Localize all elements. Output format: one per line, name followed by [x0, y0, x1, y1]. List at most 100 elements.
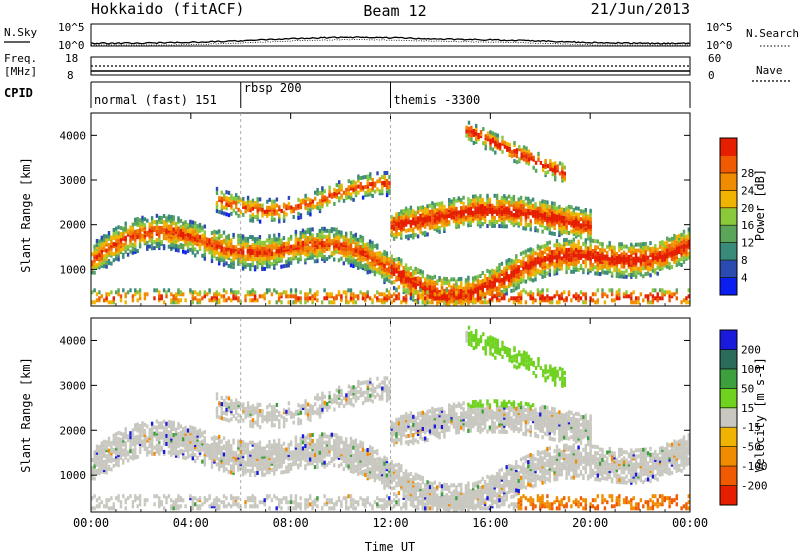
power-cell [390, 254, 393, 259]
power-cell [491, 274, 494, 279]
power-cell [551, 300, 554, 305]
power-cell [663, 263, 666, 268]
power-cell [213, 245, 216, 250]
power-cell [513, 143, 516, 148]
power-cell [352, 296, 355, 301]
power-cell [237, 207, 240, 212]
power-cell [491, 280, 494, 285]
power-cell [527, 276, 530, 281]
power-cell [366, 290, 369, 295]
power-cell [644, 294, 647, 299]
power-cell [383, 274, 386, 278]
power-cell [280, 246, 283, 251]
power-cell [491, 131, 495, 136]
power-cell [198, 290, 202, 295]
velocity-cell [194, 459, 197, 464]
power-cell [347, 288, 350, 293]
power-cell [572, 257, 575, 262]
power-cell [479, 194, 482, 199]
power-cell [136, 217, 139, 221]
freq-label: Freq. [4, 52, 37, 65]
power-cell [687, 300, 690, 305]
power-cell [634, 274, 638, 279]
power-cell [402, 270, 405, 274]
power-cell [369, 188, 372, 193]
power-cell [572, 227, 575, 232]
power-cell [642, 242, 645, 247]
power-cell [452, 287, 456, 292]
velocity-cell [148, 440, 151, 445]
power-cell [330, 292, 333, 297]
power-cell [265, 288, 269, 293]
velocity-cell [122, 452, 125, 457]
power-cell [452, 277, 456, 282]
power-cell [285, 212, 288, 217]
power-cell [249, 290, 252, 295]
power-cell [383, 278, 386, 283]
power-cell [364, 175, 367, 179]
power-cell [304, 246, 307, 251]
power-cell [402, 209, 405, 214]
power-cell [651, 252, 655, 257]
power-cell [340, 250, 343, 255]
power-cell [416, 224, 420, 229]
power-cell [103, 298, 106, 303]
power-cell [218, 251, 221, 256]
velocity-cell [100, 459, 103, 464]
power-cell [299, 241, 302, 246]
power-cell [543, 243, 547, 248]
power-cell [299, 205, 303, 210]
velocity-cell [172, 441, 175, 446]
power-cell [464, 294, 468, 299]
power-cell [518, 157, 521, 162]
power-cell [579, 229, 583, 234]
power-cell [230, 260, 233, 265]
power-cell [280, 238, 283, 243]
power-cell [357, 294, 360, 299]
velocity-cell [158, 435, 161, 440]
power-cell [493, 193, 496, 198]
power-cell [304, 252, 307, 257]
power-cell [457, 293, 460, 298]
power-cell [534, 160, 538, 165]
power-cell [627, 254, 631, 259]
power-cell [668, 247, 671, 252]
power-cell [666, 244, 669, 249]
power-cell [622, 244, 626, 249]
power-cell [610, 298, 614, 303]
power-cell [227, 197, 231, 201]
velocity-cell [103, 451, 106, 456]
velocity-cell [150, 447, 154, 452]
power-cell [474, 277, 477, 282]
velocity-cell [150, 452, 154, 456]
power-cell [371, 194, 374, 198]
power-cell [663, 241, 666, 246]
power-cell [630, 296, 633, 301]
power-cell [395, 257, 398, 262]
power-cell [311, 233, 314, 238]
power-cell [440, 278, 444, 283]
power-cell [328, 229, 331, 233]
power-cell [316, 298, 319, 303]
power-cell [670, 292, 674, 297]
power-cell [349, 296, 353, 301]
power-cell [682, 251, 686, 256]
power-cell [541, 262, 544, 267]
power-cell [397, 265, 401, 269]
power-cell [532, 165, 535, 170]
power-cell [134, 219, 137, 224]
power-cell [556, 164, 559, 169]
power-cell [519, 269, 523, 274]
power-cell [357, 178, 360, 183]
power-cell [529, 247, 532, 252]
power-cell [651, 294, 655, 299]
power-cell [198, 298, 202, 303]
power-cell [428, 275, 432, 280]
velocity-cell [153, 445, 156, 450]
power-cell [311, 298, 314, 303]
power-cell [385, 179, 389, 183]
power-cell [555, 214, 559, 219]
power-cell [400, 225, 403, 230]
power-cell [524, 249, 528, 254]
power-cell [644, 262, 647, 266]
